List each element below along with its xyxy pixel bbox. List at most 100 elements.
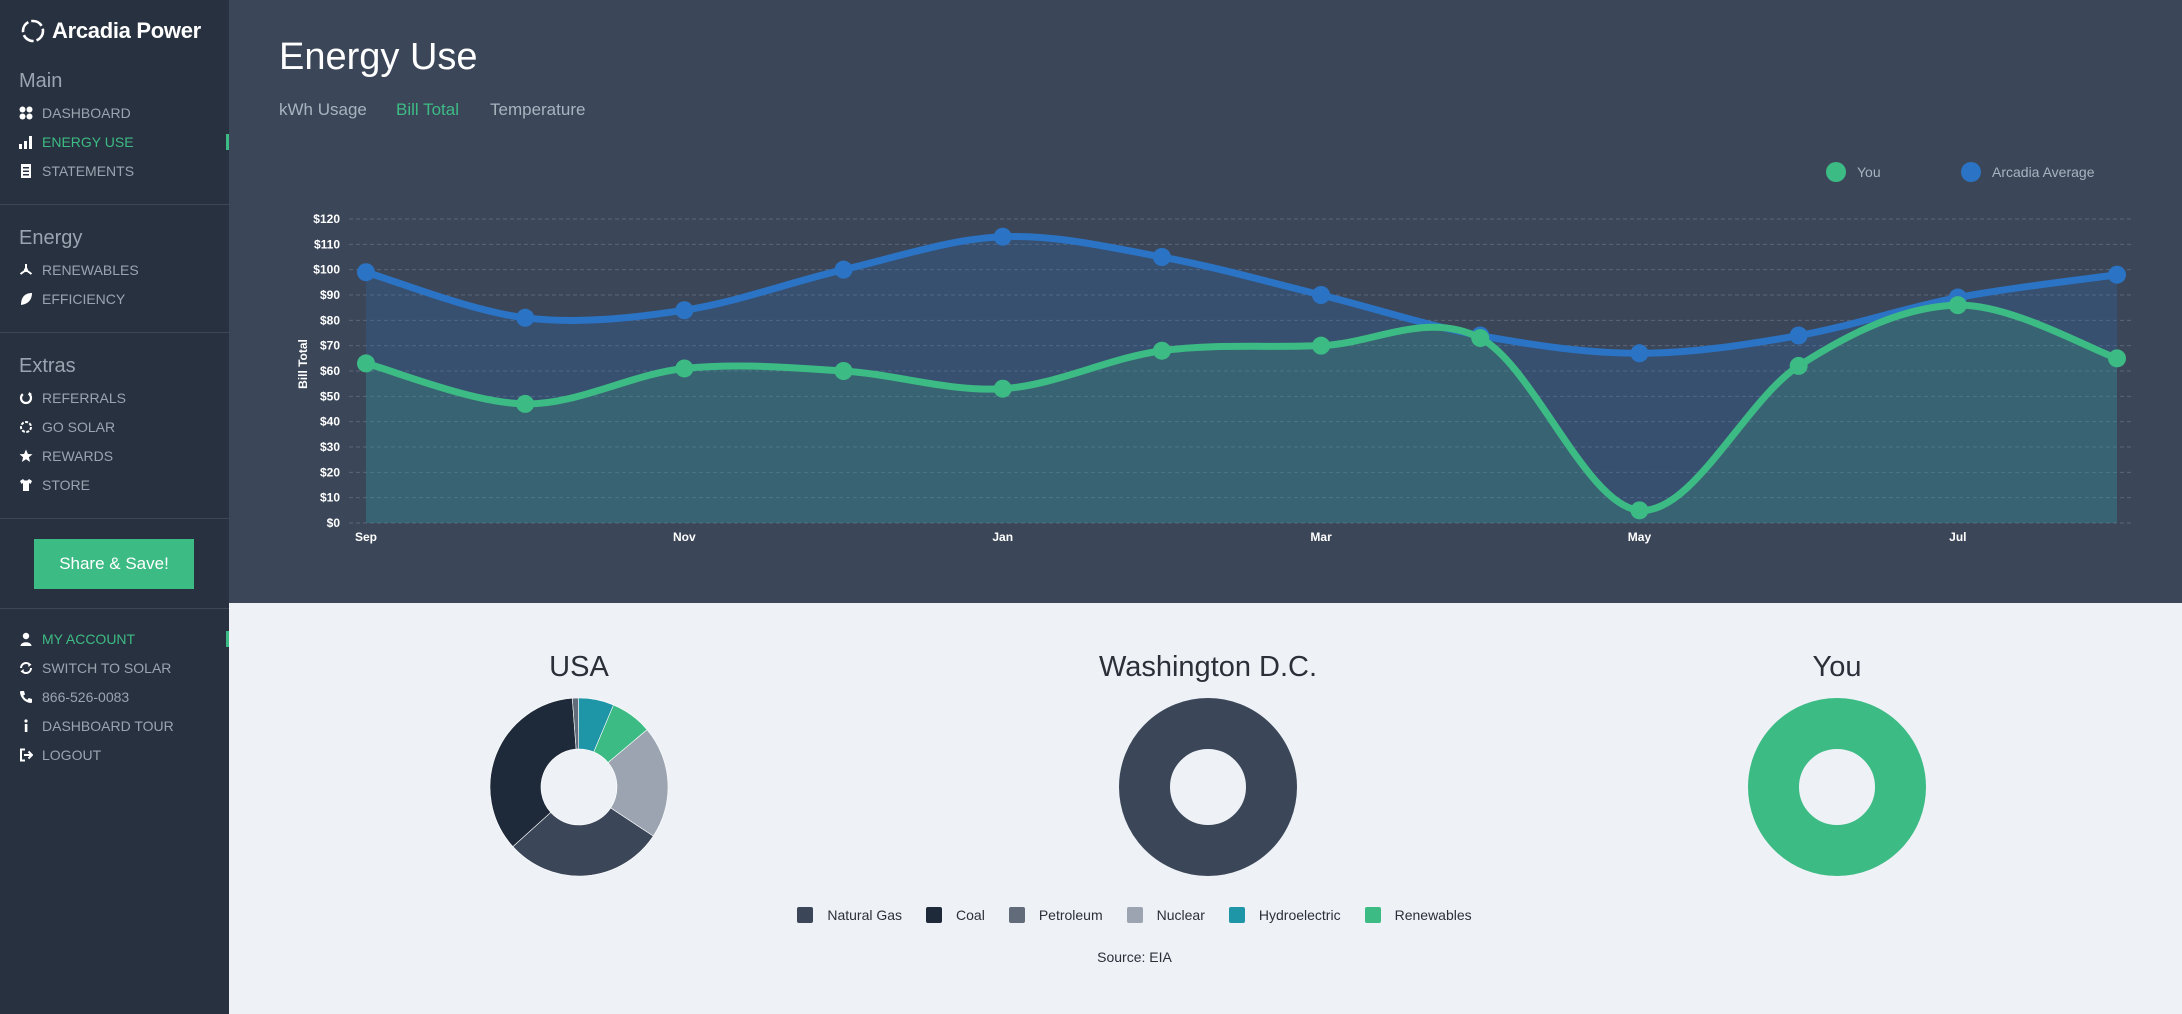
sidebar-item-label: REFERRALS	[42, 390, 127, 406]
data-point[interactable]	[1312, 336, 1331, 355]
pie-title-washington-dc: Washington D.C.	[1098, 651, 1318, 683]
data-point[interactable]	[1948, 296, 1967, 315]
data-point[interactable]	[675, 301, 694, 320]
sidebar-divider	[0, 608, 229, 609]
sidebar-divider	[0, 204, 229, 205]
sidebar-item-store[interactable]: STORE	[19, 475, 90, 495]
y-tick-label: $120	[313, 212, 340, 226]
sidebar-item-label: LOGOUT	[42, 747, 102, 763]
share-and-save-button[interactable]: Share & Save!	[34, 539, 194, 589]
bill-total-chart: $0 $10 $20 $30 $40 $50 $60 $70 $80 $90 $100 $110 $12…	[296, 212, 2134, 544]
pie-slice-natural-gas[interactable]	[1119, 698, 1297, 876]
data-point[interactable]	[2108, 349, 2126, 368]
sidebar-item-statements[interactable]: STATEMENTS	[19, 161, 134, 181]
data-point[interactable]	[834, 260, 853, 279]
y-tick-label: $60	[320, 364, 340, 378]
document-icon	[19, 164, 33, 178]
pie-slice-natural-gas[interactable]	[512, 807, 654, 877]
pie-slice-nuclear[interactable]	[607, 729, 669, 837]
grid-icon	[19, 106, 33, 120]
pie-slice-petroleum[interactable]	[571, 697, 580, 750]
area-you	[366, 305, 2117, 523]
pie-slice-renewables[interactable]	[1748, 698, 1926, 876]
legend-dot-icon	[1826, 162, 1846, 182]
data-point[interactable]	[1789, 356, 1808, 375]
legend-label: Renewables	[1394, 907, 1472, 923]
bar-chart-icon	[19, 135, 33, 149]
tab-bill-total[interactable]: Bill Total	[396, 100, 459, 119]
chart-lines	[357, 227, 2126, 520]
data-point[interactable]	[1152, 248, 1171, 266]
sidebar-item-logout[interactable]: LOGOUT	[19, 745, 101, 765]
swatch-icon	[1364, 907, 1381, 923]
sidebar-item-phone[interactable]: 866-526-0083	[19, 687, 129, 707]
legend-item-arcadia-average[interactable]: Arcadia Average	[1961, 162, 2094, 182]
sidebar-item-referrals[interactable]: REFERRALS	[19, 388, 126, 408]
sidebar-item-label: DASHBOARD TOUR	[42, 718, 174, 734]
y-tick-label: $0	[327, 516, 341, 530]
sidebar: Arcadia Power Main DASHBOARD ENERGY USE …	[0, 0, 229, 1014]
data-point[interactable]	[1630, 344, 1649, 363]
sidebar-item-my-account[interactable]: MY ACCOUNT	[19, 629, 135, 649]
sidebar-item-label: 866-526-0083	[42, 689, 130, 705]
chart-areas	[366, 236, 2117, 523]
referral-icon	[19, 391, 33, 405]
logo[interactable]: Arcadia Power	[20, 18, 201, 44]
swatch-icon	[797, 907, 814, 923]
data-point[interactable]	[516, 394, 535, 413]
data-point[interactable]	[357, 354, 375, 373]
section-title-main: Main	[19, 70, 63, 92]
sidebar-item-label: STORE	[42, 477, 90, 493]
sidebar-divider	[0, 332, 229, 333]
logo-text: Arcadia Power	[52, 18, 201, 43]
pie-chart-you	[1748, 698, 1926, 876]
tab-temperature[interactable]: Temperature	[490, 100, 586, 119]
refresh-icon	[19, 661, 33, 675]
sidebar-item-renewables[interactable]: RENEWABLES	[19, 260, 139, 280]
legend-label: Coal	[956, 907, 985, 923]
data-point[interactable]	[2108, 265, 2126, 284]
sidebar-item-label: DASHBOARD	[42, 105, 131, 121]
logout-icon	[19, 748, 33, 762]
sidebar-item-label: MY ACCOUNT	[42, 631, 136, 647]
wind-turbine-icon	[19, 263, 33, 277]
tab-kwh-usage[interactable]: kWh Usage	[279, 100, 367, 119]
data-point[interactable]	[993, 227, 1012, 246]
data-point[interactable]	[1630, 501, 1649, 520]
data-point[interactable]	[993, 379, 1012, 398]
data-point[interactable]	[1789, 326, 1808, 345]
data-point[interactable]	[1471, 329, 1490, 348]
area-arcadia-average	[366, 236, 2117, 523]
data-point[interactable]	[834, 362, 853, 380]
sidebar-item-dashboard[interactable]: DASHBOARD	[19, 103, 131, 123]
pie-dc-wrap	[1119, 698, 1297, 881]
sidebar-item-energy-use[interactable]: ENERGY USE	[19, 132, 134, 152]
data-point[interactable]	[516, 308, 535, 327]
y-axis-ticks: $0 $10 $20 $30 $40 $50 $60 $70 $80 $90 $100 $110 $12…	[313, 212, 340, 530]
x-tick-label: Nov	[673, 530, 696, 544]
sidebar-item-efficiency[interactable]: EFFICIENCY	[19, 289, 125, 309]
legend-natural-gas: Natural Gas	[797, 907, 902, 923]
active-indicator	[226, 631, 229, 647]
chart-gridlines	[349, 218, 2134, 524]
energy-source-legend: Natural Gas Coal Petroleum Nuclear Hydro…	[158, 907, 2111, 923]
data-point[interactable]	[1312, 286, 1331, 304]
pie-usa-wrap	[489, 697, 669, 881]
data-point[interactable]	[357, 263, 375, 282]
x-tick-label: Jul	[1949, 530, 1966, 544]
data-point[interactable]	[675, 359, 694, 378]
sidebar-item-dashboard-tour[interactable]: DASHBOARD TOUR	[19, 716, 174, 736]
legend-label: Nuclear	[1156, 907, 1205, 923]
sidebar-item-go-solar[interactable]: GO SOLAR	[19, 417, 115, 437]
x-tick-label: Mar	[1310, 530, 1332, 544]
sidebar-item-label: EFFICIENCY	[42, 291, 126, 307]
legend-item-you[interactable]: You	[1826, 162, 1881, 182]
pie-title-you: You	[1812, 651, 1862, 683]
data-point[interactable]	[1152, 341, 1171, 360]
sidebar-item-switch-to-solar[interactable]: SWITCH TO SOLAR	[19, 658, 171, 678]
legend-label: Natural Gas	[827, 907, 903, 923]
pie-slice-coal[interactable]	[489, 697, 577, 848]
swatch-icon	[1126, 907, 1143, 923]
sidebar-item-rewards[interactable]: REWARDS	[19, 446, 113, 466]
section-title-energy: Energy	[19, 227, 83, 249]
